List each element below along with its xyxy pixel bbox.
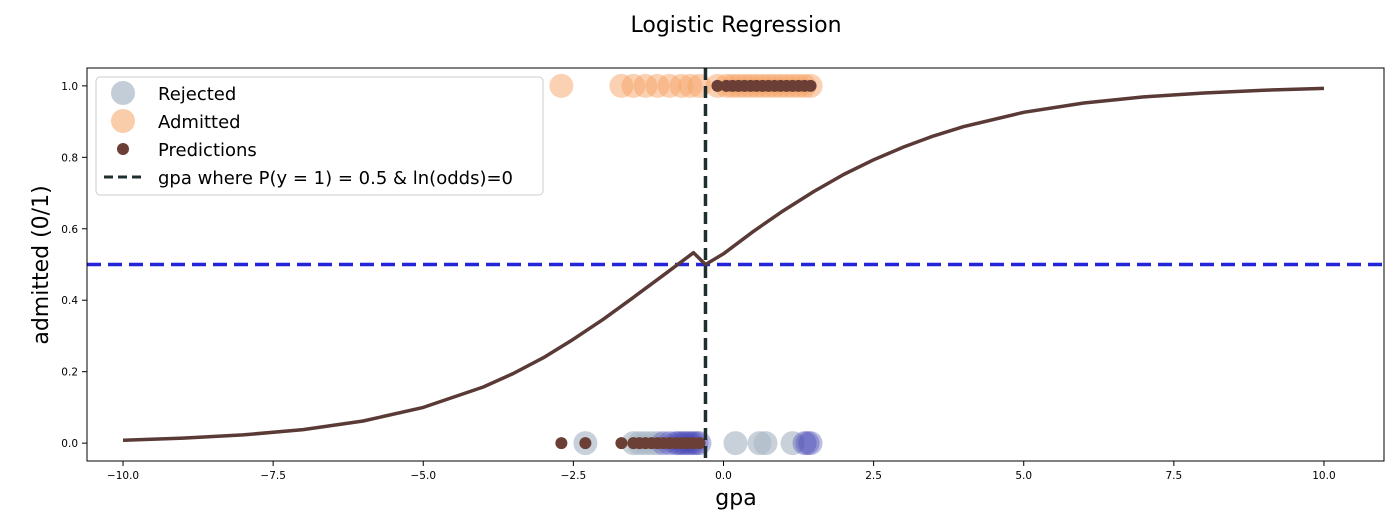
y-tick-label: 0.6: [61, 224, 78, 236]
plot-frame: [86, 67, 1385, 462]
legend-predictions-label: Predictions: [158, 140, 257, 161]
y-tick-label: 0.8: [61, 152, 78, 164]
x-tick-label: −2.5: [561, 470, 587, 482]
prediction-point: [693, 437, 706, 450]
x-tick-label: 0.0: [715, 470, 732, 482]
rejected-point: [780, 431, 805, 456]
x-tick-label: 5.0: [1015, 470, 1032, 482]
x-tick-label: −10.0: [107, 470, 139, 482]
legend-predictions-marker: [117, 143, 129, 155]
x-tick-label: −5.0: [411, 470, 437, 482]
y-tick-label: 1.0: [61, 81, 78, 93]
y-tick-label: 0.2: [61, 367, 78, 379]
y-tick-label: 0.0: [61, 438, 78, 450]
legend: Rejected Admitted Predictions gpa where …: [95, 76, 544, 196]
legend-threshold-label: gpa where P(y = 1) = 0.5 & ln(odds)=0: [158, 168, 513, 189]
logistic-curve: [122, 86, 1325, 443]
prediction-point: [579, 437, 592, 450]
legend-rejected-label: Rejected: [158, 84, 236, 105]
prediction-point: [615, 437, 628, 450]
rejected-point: [798, 431, 823, 456]
prediction-point: [804, 79, 817, 92]
x-tick-label: 7.5: [1165, 470, 1182, 482]
prediction-point: [711, 79, 724, 92]
legend-rejected-marker: [111, 81, 135, 105]
y-axis-label: admitted (0/1): [29, 185, 54, 344]
axis-ticks: −10.0 −7.5 −5.0 −2.5 0.0 2.5 5.0 7.5 10.0 0.0 0.2 0…: [61, 81, 1335, 482]
chart-title: Logistic Regression: [630, 13, 841, 38]
admitted-point: [549, 73, 574, 98]
legend-admitted-marker: [111, 109, 135, 133]
rejected-point: [753, 431, 778, 456]
rejected-point: [795, 431, 820, 456]
y-tick-label: 0.4: [61, 295, 78, 307]
x-tick-label: 10.0: [1312, 470, 1335, 482]
x-tick-label: −7.5: [260, 470, 286, 482]
x-tick-label: 2.5: [865, 470, 882, 482]
rejected-point: [792, 431, 817, 456]
rejected-point: [723, 431, 748, 456]
x-axis-label: gpa: [715, 486, 756, 511]
prediction-point: [555, 437, 568, 450]
legend-box: [95, 76, 544, 196]
plot-area: [87, 68, 1384, 461]
legend-admitted-label: Admitted: [158, 112, 241, 133]
